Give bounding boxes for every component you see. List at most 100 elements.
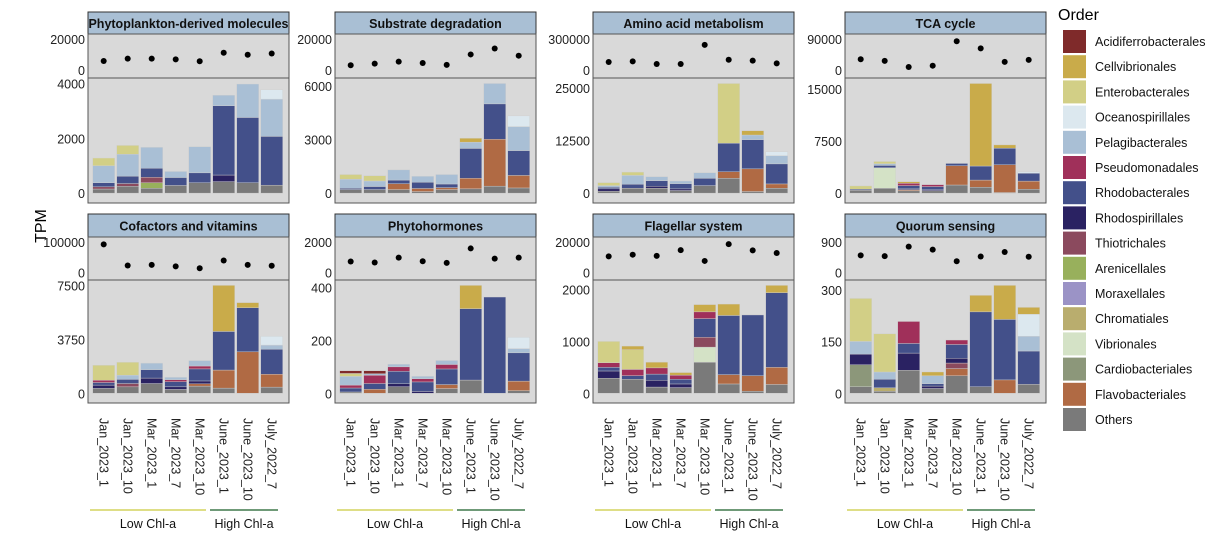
bar-segment-others [236, 182, 259, 194]
facet-title: Cofactors and vitamins [119, 220, 257, 234]
bar-segment-others [945, 184, 968, 194]
bar-segment-rhodobacterales [459, 308, 482, 381]
dot-axis-tick-label: 0 [583, 266, 590, 280]
dot-point [220, 257, 227, 264]
bar-segment-others [717, 383, 740, 394]
bar-segment-pelagibacterales [435, 174, 458, 185]
dot-point [419, 258, 426, 265]
bar-segment-rhodobacterales [741, 139, 764, 170]
bar-segment-vibrionales [693, 346, 716, 363]
dot-point [749, 247, 756, 254]
bar-segment-cellvibrionales [717, 303, 740, 316]
x-tick-label: Jan_2023_1 [344, 418, 358, 487]
dot-point [929, 62, 936, 69]
facet-title: Phytohormones [388, 220, 483, 234]
bar-segment-pelagibacterales [765, 155, 788, 165]
legend-label: Pseudomonadales [1095, 161, 1199, 175]
x-tick-label: Mar_2023_7 [169, 418, 183, 488]
dot-point [148, 55, 155, 62]
legend-label: Cellvibrionales [1095, 60, 1176, 74]
bar-segment-rhodobacterales [411, 381, 434, 392]
legend-label: Rhodospirillales [1095, 211, 1183, 225]
bar-segment-rhodospirillales [897, 352, 920, 371]
bar-segment-enterobacterales [92, 365, 115, 381]
dot-point [395, 58, 402, 65]
bar-segment-pelagibacterales [212, 95, 235, 106]
dot-point [1025, 56, 1032, 63]
bar-axis-tick-label: 3000 [304, 133, 332, 147]
facet-panel: Substrate degradation 0 20000 0 3000 6000 [297, 11, 537, 204]
bar-segment-pseudomonadales [363, 375, 386, 384]
bar-segment-flavobacteriales [483, 139, 506, 187]
bar-segment-thiotrichales [92, 186, 115, 190]
dot-axis-tick-label: 0 [325, 64, 332, 78]
bar-segment-pelagibacterales [339, 376, 362, 386]
bar-segment-cardiobacteriales [849, 364, 872, 387]
facet-title: Amino acid metabolism [623, 17, 763, 31]
bar-segment-rhodospirillales [387, 383, 410, 387]
dot-point [244, 51, 251, 58]
bar-segment-pelagibacterales [645, 176, 668, 181]
bar-segment-others [116, 386, 139, 394]
bar-segment-others [140, 383, 163, 394]
dot-point [653, 252, 660, 259]
bar-segment-rhodobacterales [92, 382, 115, 386]
bar-segment-pelagibacterales [164, 171, 187, 178]
bar-axis-tick-label: 0 [583, 387, 590, 401]
bar-segment-rhodobacterales [969, 165, 992, 181]
bar-segment-pseudomonadales [164, 379, 187, 382]
bar-segment-rhodospirillales [92, 384, 115, 389]
bar-segment-rhodospirillales [921, 385, 944, 389]
bar-axis-tick-label: 15000 [807, 83, 842, 97]
bar-segment-enterobacterales [116, 145, 139, 155]
group-label: Low Chl-a [120, 517, 176, 531]
bar-segment-rhodobacterales [717, 315, 740, 375]
bar-segment-rhodospirillales [849, 353, 872, 365]
dot-point [1001, 58, 1008, 65]
bar-segment-others [212, 181, 235, 194]
legend-label: Enterobacterales [1095, 85, 1190, 99]
bar-segment-pseudomonadales [188, 365, 211, 370]
bar-segment-others [621, 188, 644, 194]
bar-segment-rhodobacterales [140, 167, 163, 178]
bar-segment-pseudomonadales [897, 183, 920, 186]
legend-label: Cardiobacteriales [1095, 363, 1192, 377]
bar-segment-others [621, 379, 644, 394]
bar-segment-oceanospirillales [507, 337, 530, 349]
bar-axis-tick-label: 7500 [814, 135, 842, 149]
legend-swatch [1063, 130, 1086, 154]
bar-segment-pelagibacterales [387, 169, 410, 181]
dot-point [725, 241, 732, 248]
legend-swatch [1063, 156, 1086, 179]
bar-axis-tick-label: 3750 [57, 333, 85, 347]
bar-segment-others [873, 391, 896, 394]
dot-panel-bg [844, 236, 1047, 281]
dot-point [773, 250, 780, 257]
bar-segment-cellvibrionales [1017, 307, 1040, 315]
bar-segment-rhodobacterales [645, 180, 668, 187]
bar-segment-pelagibacterales [116, 154, 139, 177]
bar-segment-rhodobacterales [260, 349, 283, 375]
legend-swatch [1063, 256, 1086, 280]
bar-segment-thiotrichales [693, 337, 716, 348]
bar-segment-rhodobacterales [873, 165, 896, 168]
dot-point [701, 41, 708, 48]
x-tick-label: Mar_2023_1 [145, 418, 159, 488]
bar-segment-rhodobacterales [921, 186, 944, 191]
bar-segment-oceanospirillales [1017, 314, 1040, 337]
bar-segment-enterobacterales [621, 171, 644, 176]
bar-segment-cellvibrionales [765, 285, 788, 293]
dot-point [881, 253, 888, 260]
dot-axis-tick-label: 0 [325, 266, 332, 280]
bar-segment-thiotrichales [116, 183, 139, 187]
bar-segment-pseudomonadales [387, 366, 410, 372]
x-tick-label: July_2022_7 [770, 418, 784, 489]
bar-segment-enterobacterales [717, 83, 740, 144]
bar-segment-flavobacteriales [969, 179, 992, 188]
bar-axis-tick-label: 0 [78, 387, 85, 401]
bar-axis-tick-label: 12500 [555, 135, 590, 149]
dot-point [124, 55, 131, 62]
bar-segment-rhodospirillales [188, 380, 211, 385]
legend-title: Order [1058, 7, 1100, 24]
bar-segment-rhodospirillales [140, 377, 163, 384]
